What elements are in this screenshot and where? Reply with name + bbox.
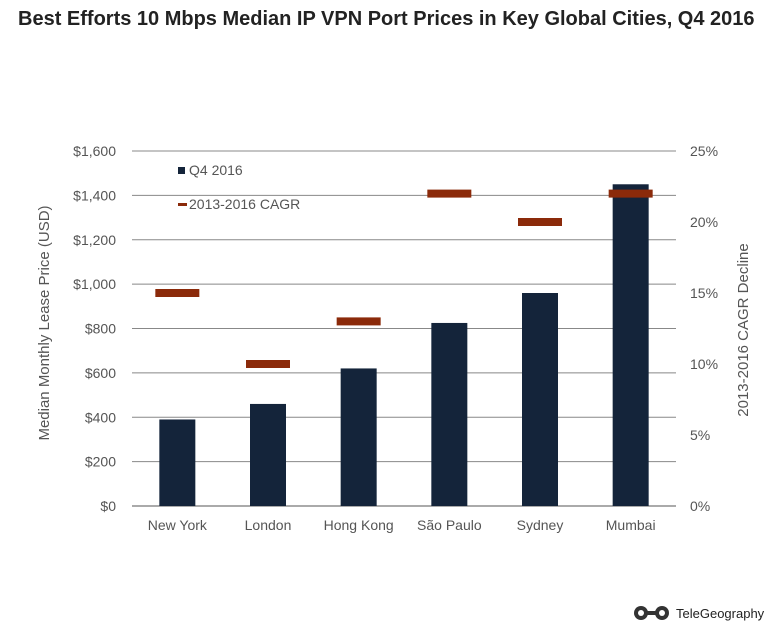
chart: $0 $200 $400 $600 $800 $1,000 $1,200 $1,400 $1,6… (36, 143, 752, 533)
cagr-marker-mumbai (608, 189, 653, 198)
gridlines (132, 150, 676, 507)
x-tick-label: Hong Kong (324, 517, 394, 533)
x-axis-ticks: New York London Hong Kong São Paulo Sydney Mu… (148, 517, 656, 533)
y-tick-label: $400 (85, 409, 116, 425)
cagr-marker-london (246, 360, 290, 368)
cagr-marker-series (155, 189, 653, 368)
y2-tick-label: 15% (690, 285, 718, 301)
x-tick-label: São Paulo (417, 517, 482, 533)
legend-label-marker: 2013-2016 CAGR (189, 196, 300, 212)
bar-hong-kong (340, 368, 377, 506)
y2-tick-label: 0% (690, 498, 710, 514)
bar-new-york (159, 419, 196, 506)
y-tick-label: $1,000 (73, 276, 116, 292)
y2-tick-label: 10% (690, 356, 718, 372)
brand-name: TeleGeography (676, 605, 765, 621)
legend-swatch-marker (178, 203, 187, 206)
x-tick-label: Sydney (517, 517, 564, 533)
y-tick-label: $600 (85, 365, 116, 381)
cagr-marker-s-o-paulo (427, 189, 472, 198)
legend-swatch-bar (178, 167, 185, 174)
x-tick-label: Mumbai (606, 517, 656, 533)
y-tick-label: $1,200 (73, 232, 116, 248)
y2-axis-label: 2013-2016 CAGR Decline (735, 243, 752, 416)
cagr-marker-new-york (155, 289, 200, 297)
bar-s-o-paulo (431, 322, 468, 506)
x-tick-label: New York (148, 517, 208, 533)
bar-mumbai (612, 184, 649, 506)
legend: Q4 2016 2013-2016 CAGR (178, 162, 300, 212)
bar-london (250, 403, 286, 506)
y-tick-label: $1,400 (73, 187, 116, 203)
y-tick-label: $1,600 (73, 143, 116, 159)
bar-sydney (522, 293, 558, 506)
y-axis-label: Median Monthly Lease Price (USD) (36, 205, 53, 440)
legend-label-bar: Q4 2016 (189, 162, 243, 178)
cagr-marker-hong-kong (336, 317, 381, 326)
brand-logo: TeleGeography (632, 604, 764, 622)
chart-title: Best Efforts 10 Mbps Median IP VPN Port … (18, 8, 755, 30)
x-tick-label: London (245, 517, 292, 533)
cagr-marker-sydney (518, 218, 562, 226)
y2-tick-label: 20% (690, 214, 718, 230)
y-axis-ticks: $0 $200 $400 $600 $800 $1,000 $1,200 $1,400 $1,6… (73, 143, 116, 514)
telegeography-logo-icon (632, 604, 672, 622)
y-tick-label: $200 (85, 454, 116, 470)
bar-series (159, 184, 649, 506)
y2-axis-ticks: 0% 5% 10% 15% 20% 25% (690, 143, 718, 514)
y2-tick-label: 5% (690, 427, 710, 443)
y-tick-label: $0 (100, 498, 116, 514)
y2-tick-label: 25% (690, 143, 718, 159)
y-tick-label: $800 (85, 321, 116, 337)
